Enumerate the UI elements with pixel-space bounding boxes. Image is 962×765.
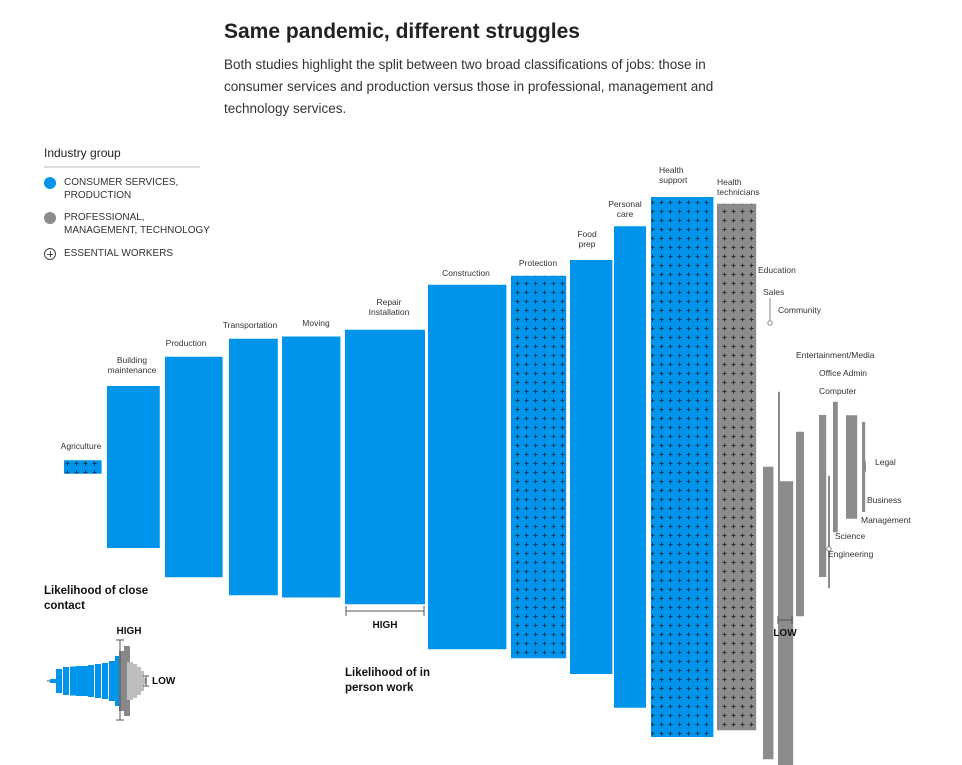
bar-computer [819, 433, 826, 569]
bar-label-health-support: Health support [659, 165, 688, 185]
bar-health-support [651, 197, 714, 737]
legend-label: PROFESSIONAL, MANAGEMENT, TECHNOLOGY [64, 212, 210, 236]
bar-label-entertainment-media: Entertainment/Media [796, 350, 875, 360]
bar-science [828, 475, 830, 589]
mini-bar [63, 667, 69, 695]
bar-label-engineering: Engineering [828, 549, 874, 559]
mini-bar [127, 662, 133, 700]
bar-label-building-maintenance: Building maintenance [108, 355, 157, 375]
legend-item-essential: ESSENTIAL WORKERS [44, 247, 214, 260]
mini-bar [102, 663, 108, 699]
bar-label-management: Management [861, 515, 911, 525]
bar-business [862, 422, 866, 512]
bar-label-personal-care: Personal care [608, 199, 642, 219]
bar-engineering [833, 401, 838, 533]
bar-label-community: Community [778, 305, 822, 315]
legend-title: Industry group [44, 146, 121, 160]
bar-construction [428, 284, 507, 650]
bar-agriculture [64, 460, 102, 474]
mini-bar [115, 656, 121, 706]
leader-dot-science [826, 546, 832, 552]
mini-bar [109, 661, 115, 701]
legend-divider [44, 166, 200, 168]
high-width-label: HIGH [373, 620, 398, 631]
bars-group: Agriculture Building maintenance Production… [61, 165, 911, 765]
scale-marks: HIGH LOW [345, 606, 797, 639]
bar-label-production: Production [166, 338, 207, 348]
bar-management [846, 415, 858, 519]
mini-bar [82, 666, 88, 696]
bar-label-business: Business [867, 495, 902, 505]
mini-low-label: LOW [152, 676, 176, 687]
bar-building-maintenance [107, 386, 160, 548]
page-subtitle: Both studies highlight the split between… [224, 57, 714, 116]
legend-label: ESSENTIAL WORKERS [64, 248, 174, 259]
mini-bar [141, 678, 147, 684]
bar-food-prep [570, 260, 613, 674]
bar-label-office-admin: Office Admin [819, 368, 867, 378]
bar-label-construction: Construction [442, 268, 490, 278]
bar-label-repair-installation: Repair Installation [369, 297, 410, 317]
bar-repair-installation [345, 329, 425, 605]
mini-bar [56, 669, 62, 693]
bar-label-protection: Protection [519, 258, 558, 268]
bar-personal-care [614, 226, 646, 708]
blue-dot-icon [44, 177, 56, 189]
bar-label-sales: Sales [763, 287, 784, 297]
bar-health-technicians [717, 203, 757, 731]
bar-entertainment-media [796, 431, 804, 617]
mini-bar [50, 679, 56, 683]
bar-community [778, 481, 794, 765]
bar-label-science: Science [835, 531, 866, 541]
gray-dot-icon [44, 212, 56, 224]
bar-protection [511, 275, 567, 659]
mini-bar [119, 651, 125, 711]
low-width-label: LOW [773, 628, 797, 639]
bar-label-education: Education [758, 265, 796, 275]
bar-education [763, 466, 774, 760]
mini-high-label: HIGH [117, 626, 142, 637]
mini-bar [88, 665, 94, 697]
mini-bar [131, 664, 137, 698]
bar-transportation [229, 338, 278, 596]
mini-bar [70, 666, 76, 696]
in-person-caption: Likelihood of in person work [345, 667, 430, 694]
bar-label-agriculture: Agriculture [61, 441, 102, 451]
bar-label-computer: Computer [819, 386, 856, 396]
plus-circle-icon [44, 248, 56, 260]
legend-label: CONSUMER SERVICES, PRODUCTION [64, 177, 179, 201]
page-title: Same pandemic, different struggles [224, 20, 580, 43]
mini-bar [76, 666, 82, 696]
legend-item-professional: PROFESSIONAL, MANAGEMENT, TECHNOLOGY [44, 211, 214, 237]
bar-label-legal: Legal [875, 457, 896, 467]
bar-moving [282, 336, 341, 598]
bar-label-moving: Moving [302, 318, 330, 328]
bar-label-transportation: Transportation [223, 320, 278, 330]
leader-dot-sales [767, 320, 773, 326]
bar-label-food-prep: Food prep [577, 229, 597, 249]
close-contact-caption: Likelihood of close contact [44, 585, 149, 612]
bar-label-health-technicians: Health technicians [717, 177, 760, 197]
mini-bar [95, 664, 101, 698]
bar-production [165, 356, 223, 578]
legend-item-consumer: CONSUMER SERVICES, PRODUCTION [44, 176, 214, 202]
mini-chart: HIGH LOW [47, 626, 176, 721]
